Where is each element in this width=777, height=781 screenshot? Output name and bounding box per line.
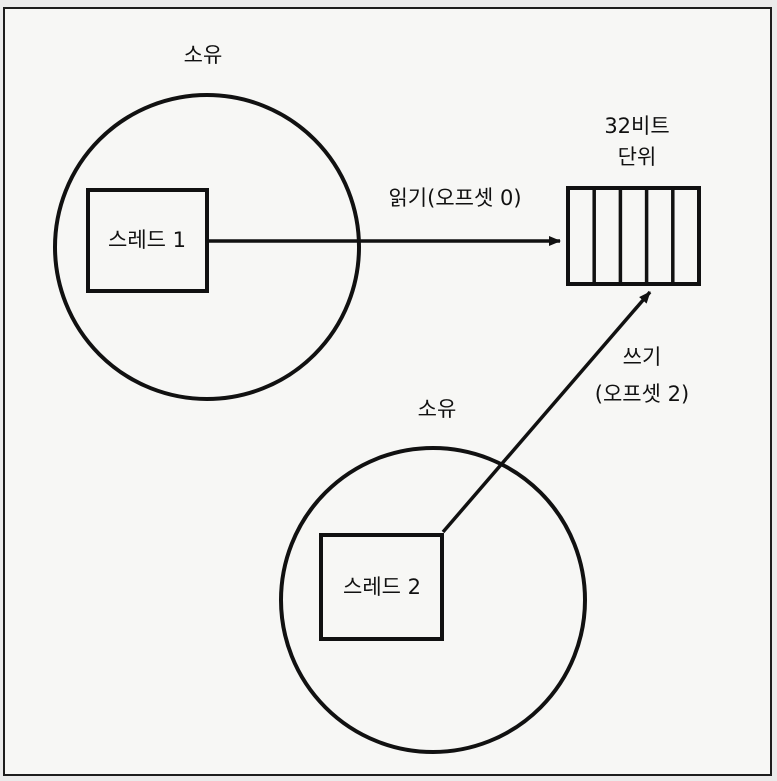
thread-2-box xyxy=(319,533,444,641)
unit-label-line1: 32비트 xyxy=(604,114,669,138)
read-label: 읽기(오프셋 0) xyxy=(388,186,521,210)
thread-2-label: 스레드 2 xyxy=(343,575,421,599)
diagram-frame xyxy=(3,7,772,776)
write-arrow xyxy=(441,290,652,534)
32bit-unit-block xyxy=(566,186,701,286)
ownership-label-1: 소유 xyxy=(184,43,223,67)
thread-1-label: 스레드 1 xyxy=(108,228,186,252)
write-label-line1: 쓰기 xyxy=(623,345,662,369)
thread-1-box xyxy=(86,188,209,293)
ownership-circle-1 xyxy=(53,93,361,401)
ownership-circle-2 xyxy=(279,446,587,754)
unit-label-line2: 단위 xyxy=(618,145,657,169)
unit-outline xyxy=(566,186,701,286)
ownership-label-2: 소유 xyxy=(418,397,457,421)
write-label-line2: (오프셋 2) xyxy=(595,382,689,406)
